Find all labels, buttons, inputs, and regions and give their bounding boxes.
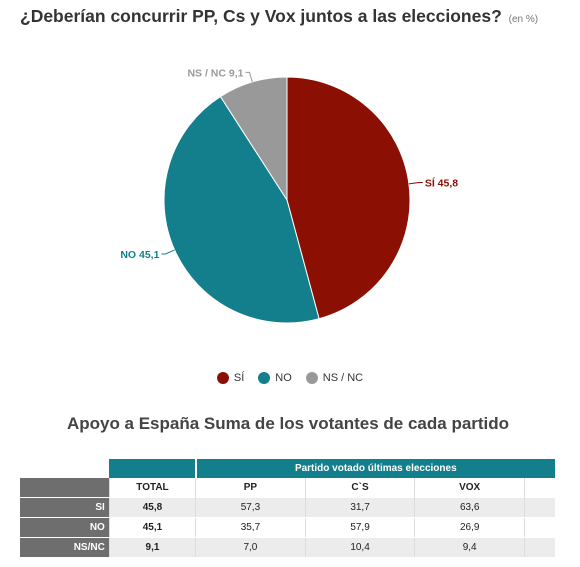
- table-cell-empty: [523, 537, 555, 558]
- legend-dot-si: [216, 372, 229, 384]
- legend-label-si: SÍ: [233, 372, 245, 384]
- table-header-extra: [523, 478, 555, 498]
- table-cell: 45,1: [108, 517, 196, 538]
- table-header-total: TOTAL: [108, 478, 196, 498]
- chart-title-unit: (en %): [508, 14, 539, 25]
- support-table: Partido votado últimas elecciones TOTAL …: [20, 459, 555, 558]
- pie-label-no: NO 45,1: [120, 249, 159, 261]
- table-title: Apoyo a España Suma de los votantes de c…: [66, 414, 510, 433]
- table-cell: 9,4: [414, 537, 525, 558]
- table-cell-empty: [523, 517, 555, 538]
- table-cell: 57,9: [304, 517, 415, 538]
- table-cell: 45,8: [108, 497, 196, 518]
- table-row: SI 45,8 57,3 31,7 63,6: [20, 497, 555, 518]
- legend-label-nsnc: NS / NC: [322, 372, 364, 384]
- table-group-header: Partido votado últimas elecciones: [194, 459, 555, 478]
- legend-item-si[interactable]: SÍ: [216, 372, 245, 384]
- legend-dot-nsnc: [305, 372, 318, 384]
- legend-dot-no: [258, 372, 271, 384]
- table-row-label: SI: [20, 497, 110, 518]
- pie-slice-no[interactable]: [163, 95, 320, 324]
- table-cell: 57,3: [195, 497, 306, 518]
- table-header-cs: C`S: [304, 478, 415, 498]
- legend-item-no[interactable]: NO: [258, 372, 292, 384]
- legend-label-no: NO: [275, 372, 292, 384]
- table-group-header-row: Partido votado últimas elecciones: [20, 459, 555, 478]
- table-header-stub: [20, 478, 110, 498]
- pie-chart: SÍ 45,8 NO 45,1 NS / NC 9,1: [120, 67, 458, 324]
- table-cell: 31,7: [304, 497, 415, 518]
- chart-title: ¿Deberían concurrir PP, Cs y Vox juntos …: [20, 6, 580, 27]
- table-header-vox: VOX: [414, 478, 525, 498]
- table-cell: 9,1: [108, 537, 196, 558]
- legend-item-nsnc[interactable]: NS / NC: [305, 372, 364, 384]
- pie-leader-line: [408, 182, 423, 185]
- table-header-pp: PP: [195, 478, 306, 498]
- pie-leader-line: [161, 249, 175, 255]
- pie-leader-line: [245, 71, 253, 83]
- table-group-spacer: [109, 459, 196, 478]
- table-cell: 7,0: [195, 537, 306, 558]
- table-header-row: TOTAL PP C`S VOX: [20, 478, 555, 498]
- table-cell: 35,7: [195, 517, 306, 538]
- table-cell: 63,6: [414, 497, 525, 518]
- table-cell-empty: [523, 497, 555, 518]
- table-cell: 26,9: [414, 517, 525, 538]
- table-corner: [20, 459, 109, 478]
- pie-label-si: SÍ 45,8: [425, 177, 458, 190]
- table-cell: 10,4: [304, 537, 415, 558]
- table-row: NS/NC 9,1 7,0 10,4 9,4: [20, 537, 555, 558]
- pie-slice-si[interactable]: [286, 76, 411, 320]
- table-row-label: NS/NC: [20, 537, 110, 558]
- chart-legend: SÍ NO NS / NC: [0, 372, 580, 384]
- table-row: NO 45,1 35,7 57,9 26,9: [20, 517, 555, 538]
- chart-title-text: ¿Deberían concurrir PP, Cs y Vox juntos …: [20, 6, 502, 26]
- table-row-label: NO: [20, 517, 110, 538]
- pie-label-nsnc: NS / NC 9,1: [187, 67, 243, 79]
